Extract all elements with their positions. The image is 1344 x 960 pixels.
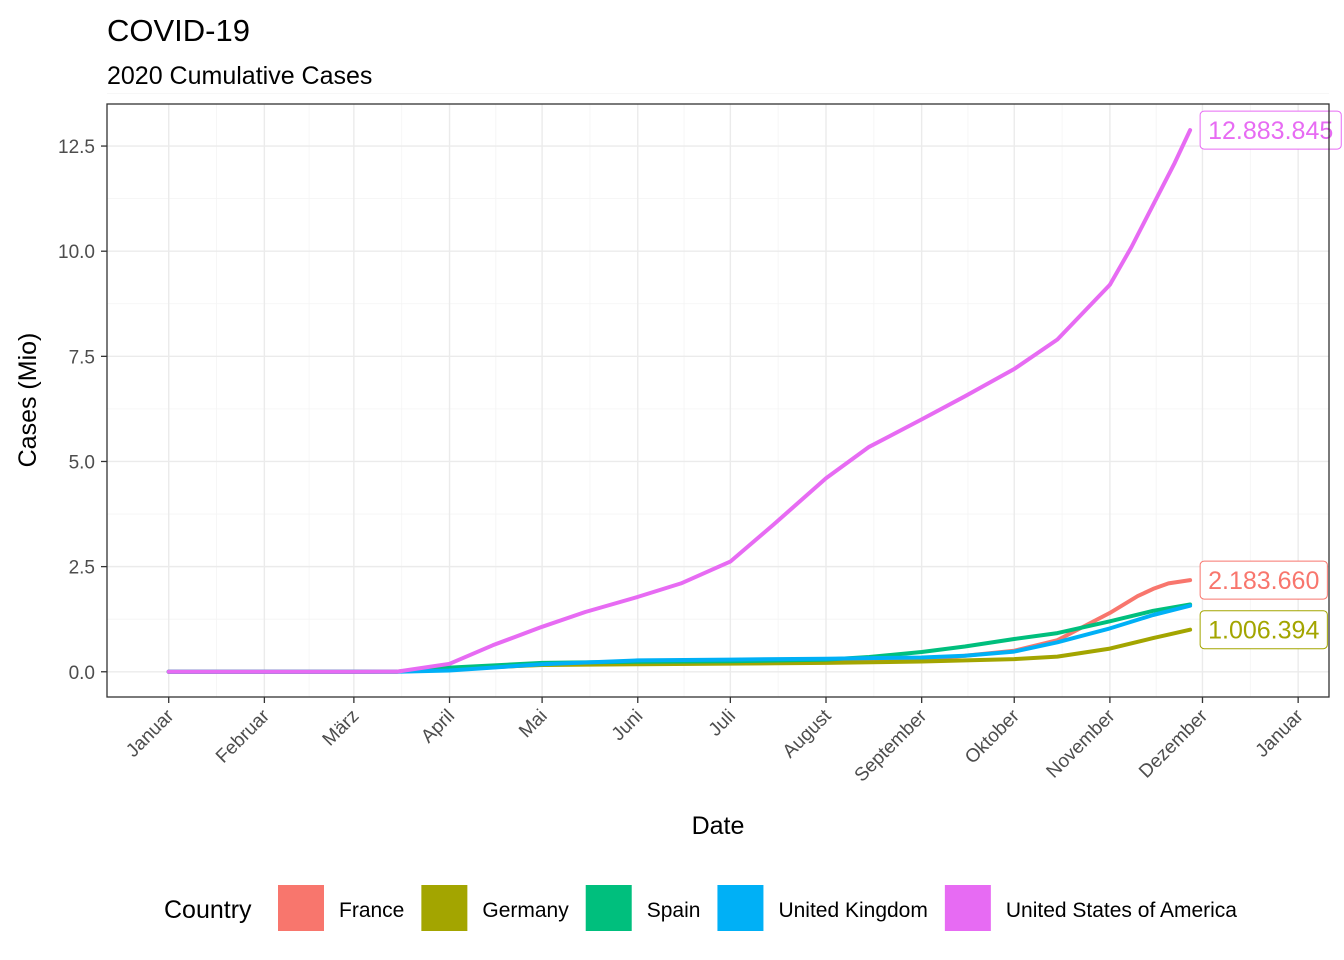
series-line — [166, 128, 1193, 674]
x-tick-label: Februar — [212, 705, 274, 767]
end-label: 1.006.394 — [1208, 617, 1319, 645]
x-tick-label: Juni — [608, 706, 647, 745]
x-axis-title: Date — [692, 812, 745, 840]
legend-key — [278, 885, 324, 931]
x-axis: Januar Februar März April Mai Juni Juli August S… — [122, 697, 1308, 786]
end-label-box — [1199, 560, 1328, 600]
end-label-group: 12.883.845 — [1199, 110, 1342, 150]
series-line — [166, 603, 1193, 674]
legend-key — [717, 885, 764, 931]
y-tick-label: 10.0 — [58, 242, 95, 263]
legend-key — [944, 885, 991, 931]
x-tick-label: Dezember — [1135, 705, 1212, 782]
legend-title: Country — [164, 896, 252, 924]
legend-label: France — [339, 899, 404, 922]
end-labels: 2.183.660 1.006.394 12.883.845 — [1199, 110, 1342, 650]
legend-label: Germany — [482, 899, 569, 922]
x-tick-label: Januar — [1252, 705, 1308, 761]
x-tick-label: November — [1043, 705, 1120, 782]
end-label-box — [1199, 610, 1328, 650]
legend-key — [421, 885, 468, 931]
x-tick-label: August — [779, 705, 836, 762]
chart-subtitle: 2020 Cumulative Cases — [107, 62, 372, 90]
y-tick-label: 7.5 — [69, 347, 95, 368]
y-tick-label: 2.5 — [69, 558, 95, 579]
chart-title: COVID-19 — [107, 13, 250, 48]
x-tick-label: Juli — [705, 706, 740, 741]
end-label-box — [1199, 110, 1342, 150]
x-tick-label: September — [851, 705, 932, 786]
plot-area: 2.183.660 1.006.394 12.883.845 — [106, 93, 1342, 698]
end-label: 12.883.845 — [1208, 117, 1333, 145]
grid-minor — [107, 93, 1329, 697]
y-axis: 0.0 2.5 5.0 7.5 10.0 12.5 — [58, 137, 107, 684]
legend-key — [585, 885, 632, 931]
plot-background — [107, 104, 1329, 697]
x-tick-label: März — [319, 706, 364, 751]
end-label-group: 2.183.660 — [1199, 560, 1328, 600]
series-lines — [166, 128, 1193, 674]
legend-label: United States of America — [1006, 899, 1237, 922]
end-label-group: 1.006.394 — [1199, 610, 1328, 650]
end-label: 2.183.660 — [1208, 567, 1319, 595]
y-tick-label: 12.5 — [58, 137, 95, 158]
legend-label: United Kingdom — [778, 899, 927, 922]
plot-border — [106, 103, 1330, 698]
legend: Country France Germany Spain United Kingdom… — [164, 885, 1237, 931]
x-tick-label: Mai — [515, 706, 552, 743]
x-tick-label: Januar — [122, 705, 178, 761]
x-tick-label: April — [417, 706, 459, 748]
y-tick-label: 5.0 — [69, 452, 95, 473]
y-tick-label: 0.0 — [69, 663, 95, 684]
legend-label: Spain — [647, 899, 701, 922]
y-axis-title: Cases (Mio) — [14, 333, 42, 468]
x-tick-label: Oktober — [961, 705, 1024, 768]
